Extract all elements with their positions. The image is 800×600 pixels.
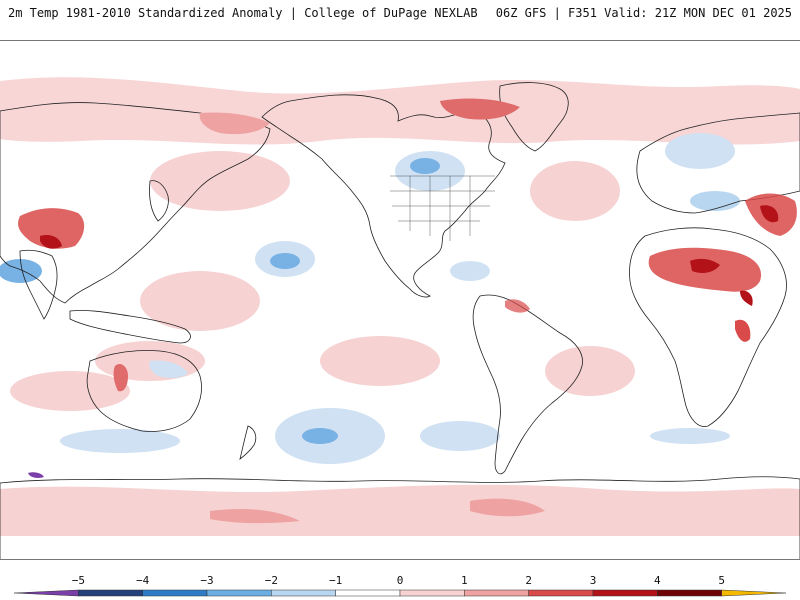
- anomaly-fields: [0, 77, 800, 536]
- asia-outline: [0, 102, 271, 304]
- russia-warm: [199, 112, 270, 135]
- us-state-borders: [390, 175, 495, 241]
- east-pacific-warm: [320, 336, 440, 386]
- colorbar-tick-label: −1: [329, 574, 342, 587]
- north-america-outline: [261, 94, 506, 298]
- colorbar-tick-label: 2: [525, 574, 532, 587]
- colorbar-tick-label: 0: [397, 574, 404, 587]
- anomaly-map: [0, 77, 800, 559]
- colorbar-swatch: [271, 589, 336, 597]
- africa-warm-hotspot: [690, 258, 753, 306]
- med-cool: [690, 191, 740, 211]
- central-pacific-cool-core: [270, 253, 300, 269]
- colorbar-tick-label: 1: [461, 574, 468, 587]
- world-map-panel: [0, 40, 800, 560]
- map-header: 2m Temp 1981-2010 Standardized Anomaly |…: [0, 0, 800, 40]
- anomaly-colorbar: −5 −4 −3 −2 −1 0 1 2 3 4 5: [0, 568, 800, 600]
- arctic-warm-band: [0, 77, 800, 145]
- north-atlantic-warm: [530, 161, 620, 221]
- middle-east-hotspot: [760, 205, 779, 223]
- colorbar-swatch: [13, 589, 79, 597]
- south-asia-warm: [18, 208, 85, 249]
- colorbar-tick-label: −3: [200, 574, 213, 587]
- canada-arctic-warm: [440, 98, 520, 120]
- colorbar-swatch: [464, 589, 529, 597]
- colorbar-swatch: [78, 589, 143, 597]
- west-pacific-warm: [140, 271, 260, 331]
- colorbar-swatch: [657, 589, 722, 597]
- indian-ocean-cool: [0, 259, 42, 283]
- colorbar-tick-label: 3: [590, 574, 597, 587]
- north-america-cool-core: [410, 158, 440, 174]
- south-america-outline: [472, 294, 583, 475]
- east-africa-warm: [735, 319, 751, 342]
- japan-outline: [149, 180, 169, 222]
- southern-cool-streak: [650, 428, 730, 444]
- land-anomalies: [18, 98, 797, 478]
- europe-cool: [665, 133, 735, 169]
- south-atlantic-warm: [545, 346, 635, 396]
- colorbar-swatch: [721, 589, 787, 597]
- model-valid-time: 06Z GFS | F351 Valid: 21Z MON DEC 01 202…: [495, 6, 792, 20]
- colorbar-swatch: [399, 589, 465, 597]
- greenland-outline: [499, 82, 569, 152]
- antarctica-outline: [0, 476, 800, 559]
- colorbar-swatch: [142, 589, 208, 597]
- africa-outline: [629, 227, 787, 427]
- north-pacific-warm: [150, 151, 290, 211]
- south-atlantic-cool: [420, 421, 500, 451]
- colorbar-tick-label: 4: [654, 574, 661, 587]
- australia-warm: [113, 364, 128, 392]
- map-title: 2m Temp 1981-2010 Standardized Anomaly |…: [8, 6, 478, 20]
- australia-cool: [149, 360, 188, 378]
- colorbar-graphic: −5 −4 −3 −2 −1 0 1 2 3 4 5: [13, 574, 787, 597]
- colorbar-swatch: [592, 589, 658, 597]
- south-asia-hotspot: [40, 235, 62, 249]
- south-america-north-warm: [505, 299, 530, 313]
- colorbar-tick-label: 5: [718, 574, 725, 587]
- antarctic-warm-band: [0, 484, 800, 536]
- pacific-south-cool-core: [302, 428, 338, 444]
- india-outline: [19, 249, 58, 320]
- colorbar-swatch: [335, 589, 401, 597]
- antarctic-warm-core: [210, 498, 545, 524]
- antarctic-tip-purple: [28, 472, 44, 478]
- colorbar-tick-label: −5: [72, 574, 85, 587]
- colorbar-tick-label: −2: [265, 574, 278, 587]
- southern-indian-cool: [60, 429, 180, 453]
- australia-outline: [86, 350, 202, 432]
- new-zealand-outline: [239, 425, 257, 460]
- colorbar-tick-label: −4: [136, 574, 150, 587]
- gulf-cool: [450, 261, 490, 281]
- colorbar-swatch: [528, 589, 594, 597]
- colorbar-swatch: [206, 589, 272, 597]
- indian-south-warm: [10, 371, 130, 411]
- indonesia-outline: [69, 310, 191, 344]
